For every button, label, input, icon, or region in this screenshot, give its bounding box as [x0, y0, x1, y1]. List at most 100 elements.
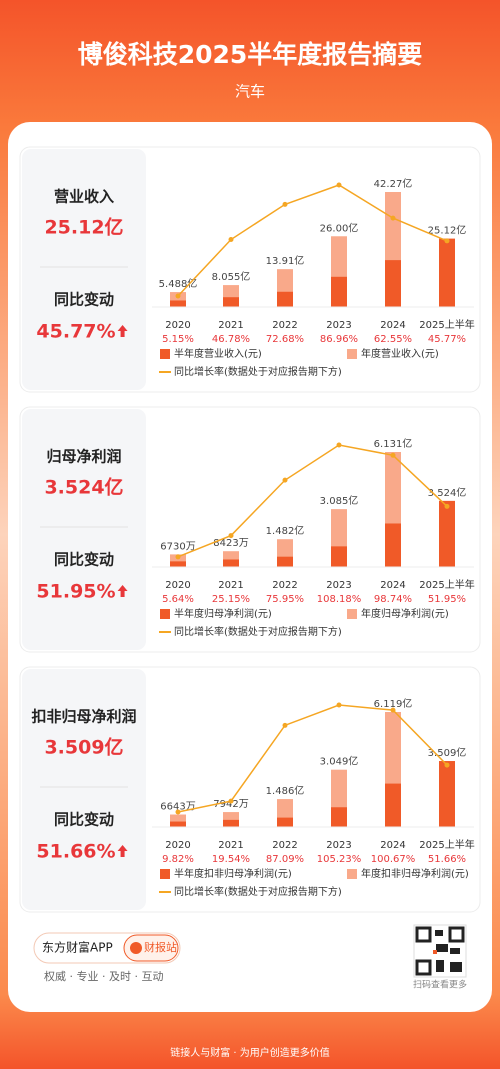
side-panel	[22, 149, 146, 390]
x-tick-label: 2021	[218, 580, 243, 591]
value-label: 6643万	[160, 802, 195, 813]
growth-point	[282, 722, 288, 728]
legend-label: 年度扣非归母净利润(元)	[361, 867, 469, 880]
value-label: 13.91亿	[266, 254, 305, 267]
x-tick-label: 2024	[380, 580, 405, 591]
legend-swatch	[347, 349, 357, 359]
legend-swatch	[160, 869, 170, 879]
value-label: 7942万	[213, 799, 248, 810]
half-year-bar	[277, 817, 293, 827]
x-tick-label: 2021	[218, 840, 243, 851]
x-tick-label: 2023	[326, 580, 351, 591]
half-year-bar	[170, 561, 186, 567]
legend-label: 年度归母净利润(元)	[361, 607, 449, 620]
value-label: 6.119亿	[374, 697, 413, 710]
half-year-bar	[170, 300, 186, 307]
button-label[interactable]: 财报站	[144, 940, 177, 954]
value-label: 8423万	[213, 538, 248, 549]
change-value: 51.66%	[36, 841, 115, 863]
growth-point	[228, 533, 234, 539]
half-year-bar	[331, 807, 347, 827]
x-tick-label: 2022	[272, 840, 297, 851]
half-year-bar	[385, 260, 401, 307]
x-tick-label: 2024	[380, 840, 405, 851]
slogan: 权威 · 专业 · 及时 · 互动	[44, 969, 163, 983]
growth-label: 108.18%	[317, 594, 362, 605]
half-year-bar	[385, 783, 401, 827]
growth-label: 19.54%	[212, 854, 250, 865]
metric-title: 归母净利润	[46, 448, 121, 466]
half-year-bar	[223, 297, 239, 307]
half-year-bar	[223, 559, 239, 567]
half-year-bar	[439, 238, 455, 307]
value-label: 26.00亿	[320, 221, 359, 234]
growth-label: 45.77%	[428, 334, 466, 345]
value-label: 42.27亿	[374, 177, 413, 190]
legend-label: 半年度归母净利润(元)	[174, 607, 272, 620]
x-tick-label: 2025上半年	[419, 838, 474, 851]
value-label: 5.488亿	[159, 277, 198, 290]
up-arrow	[117, 325, 128, 337]
growth-label: 72.68%	[266, 334, 304, 345]
growth-point	[175, 293, 181, 299]
x-tick-label: 2023	[326, 840, 351, 851]
growth-line	[177, 704, 448, 813]
growth-label: 5.15%	[162, 334, 194, 345]
half-year-bar	[439, 761, 455, 827]
growth-point	[228, 798, 234, 804]
growth-label: 86.96%	[320, 334, 358, 345]
half-year-bar	[223, 819, 239, 827]
growth-label: 100.67%	[371, 854, 416, 865]
legend-label: 年度营业收入(元)	[361, 347, 439, 360]
x-tick-label: 2022	[272, 580, 297, 591]
change-title: 同比变动	[54, 291, 114, 309]
growth-label: 62.55%	[374, 334, 412, 345]
growth-point	[390, 452, 396, 458]
half-year-bar	[439, 500, 455, 567]
legend-swatch	[160, 349, 170, 359]
change-value: 51.95%	[36, 581, 115, 603]
half-year-bar	[331, 546, 347, 567]
growth-label: 25.15%	[212, 594, 250, 605]
half-year-bar	[385, 523, 401, 567]
half-year-bar	[331, 276, 347, 307]
title: 博俊科技2025半年度报告摘要	[78, 40, 423, 69]
value-label: 3.524亿	[428, 486, 467, 499]
value-label: 1.482亿	[266, 524, 305, 537]
button[interactable]	[123, 934, 179, 962]
up-arrow	[117, 845, 128, 857]
growth-label: 46.78%	[212, 334, 250, 345]
legend-label: 同比增长率(数据处于对应报告期下方)	[174, 625, 342, 638]
qr-code	[413, 924, 467, 978]
change-value: 45.77%	[36, 321, 115, 343]
metric-value: 25.12亿	[44, 216, 123, 239]
value-label: 8.055亿	[212, 270, 251, 283]
side-panel	[22, 409, 146, 650]
half-year-bar	[277, 291, 293, 307]
growth-label: 51.66%	[428, 854, 466, 865]
growth-point	[444, 238, 450, 244]
value-label: 3.509亿	[428, 746, 467, 759]
x-tick-label: 2025上半年	[419, 578, 474, 591]
growth-point	[390, 707, 396, 713]
growth-point	[175, 809, 181, 815]
value-label: 1.486亿	[266, 784, 305, 797]
legend-label: 同比增长率(数据处于对应报告期下方)	[174, 365, 342, 378]
legend-label: 半年度营业收入(元)	[174, 347, 262, 360]
metric-title: 营业收入	[54, 188, 114, 206]
legend-label: 同比增长率(数据处于对应报告期下方)	[174, 885, 342, 898]
growth-point	[336, 442, 342, 448]
metric-value: 3.509亿	[44, 736, 123, 759]
growth-point	[390, 215, 396, 221]
subtitle: 汽车	[235, 83, 265, 101]
x-tick-label: 2020	[165, 320, 190, 331]
legend-swatch	[347, 869, 357, 879]
growth-point	[444, 762, 450, 768]
legend-swatch	[160, 609, 170, 619]
x-tick-label: 2022	[272, 320, 297, 331]
metric-value: 3.524亿	[44, 476, 123, 499]
growth-label: 75.95%	[266, 594, 304, 605]
x-tick-label: 2021	[218, 320, 243, 331]
growth-point	[228, 237, 234, 243]
